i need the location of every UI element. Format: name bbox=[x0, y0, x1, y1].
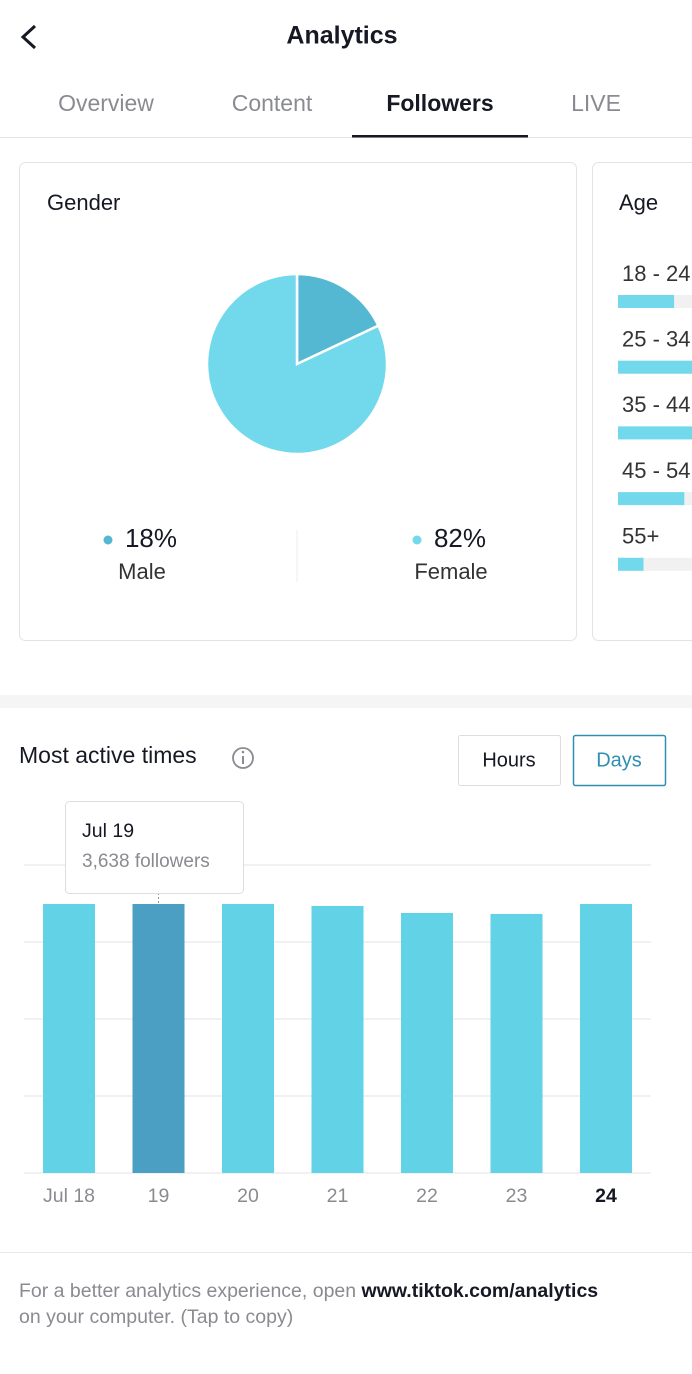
x-tick-label: 23 bbox=[506, 1185, 528, 1207]
x-tick-label: 24 bbox=[595, 1185, 617, 1207]
age-bar bbox=[618, 426, 692, 440]
value-label: 18% bbox=[125, 523, 177, 553]
bar[interactable] bbox=[311, 905, 364, 1173]
footer-text[interactable]: For a better analytics experience, open … bbox=[19, 1280, 598, 1302]
x-tick-label: 21 bbox=[327, 1185, 349, 1207]
age-list: Age 18 - 24 25 - 34 35 - 44 45 - 54 55+ bbox=[618, 190, 692, 571]
pie-slice bbox=[205, 272, 389, 456]
age-bar bbox=[618, 492, 685, 506]
toggle-button[interactable] bbox=[572, 734, 667, 787]
gender-title: Gender bbox=[47, 190, 120, 215]
legend-dot bbox=[103, 535, 113, 545]
tooltip bbox=[65, 801, 244, 894]
tooltip-text: 3,638 followers bbox=[82, 851, 210, 872]
age-label: 35 - 44 bbox=[622, 392, 691, 417]
back-button[interactable] bbox=[20, 24, 37, 50]
tab[interactable]: Followers bbox=[386, 90, 493, 116]
info-icon[interactable] bbox=[232, 747, 254, 769]
tab[interactable]: Content bbox=[232, 90, 313, 116]
bar[interactable] bbox=[580, 903, 632, 1173]
age-label: 18 - 24 bbox=[622, 261, 691, 286]
age-card bbox=[592, 162, 692, 641]
toggle-label[interactable]: Hours bbox=[482, 749, 535, 771]
tab[interactable]: Overview bbox=[58, 90, 154, 116]
footer-before: For a better analytics experience, open bbox=[19, 1280, 356, 1302]
x-tick-label: Jul 18 bbox=[43, 1185, 95, 1207]
pie-slice bbox=[295, 272, 381, 366]
bar[interactable] bbox=[132, 903, 185, 1173]
age-title: Age bbox=[619, 190, 658, 215]
toggle-label[interactable]: Days bbox=[596, 749, 642, 771]
page-title: Analytics bbox=[286, 22, 397, 50]
x-tick-label: 22 bbox=[416, 1185, 438, 1207]
age-bar bbox=[618, 360, 692, 374]
legend-label: Female bbox=[414, 559, 487, 584]
bar[interactable] bbox=[222, 903, 274, 1173]
age-bar bbox=[618, 557, 644, 571]
legend-label: Male bbox=[118, 559, 166, 584]
value-label: 82% bbox=[434, 523, 486, 553]
legend-dot bbox=[412, 535, 422, 545]
toggle-button[interactable] bbox=[458, 735, 561, 786]
age-bar bbox=[618, 295, 675, 308]
tooltip-title: Jul 19 bbox=[82, 820, 134, 842]
age-label: 45 - 54 bbox=[622, 458, 691, 483]
tab[interactable]: LIVE bbox=[571, 90, 621, 116]
footer-text-2[interactable]: on your computer. (Tap to copy) bbox=[19, 1306, 293, 1328]
bar[interactable] bbox=[401, 912, 453, 1173]
x-tick-label: 19 bbox=[148, 1185, 170, 1207]
age-label: 25 - 34 bbox=[622, 327, 691, 352]
tab-underline bbox=[352, 135, 528, 138]
footer-link[interactable]: www.tiktok.com/analytics bbox=[361, 1280, 599, 1302]
bar[interactable] bbox=[490, 913, 543, 1173]
age-label: 55+ bbox=[622, 524, 659, 549]
section-gap bbox=[0, 695, 692, 708]
section-title: Most active times bbox=[19, 742, 197, 768]
bar[interactable] bbox=[43, 903, 95, 1173]
x-tick-label: 20 bbox=[237, 1185, 259, 1207]
